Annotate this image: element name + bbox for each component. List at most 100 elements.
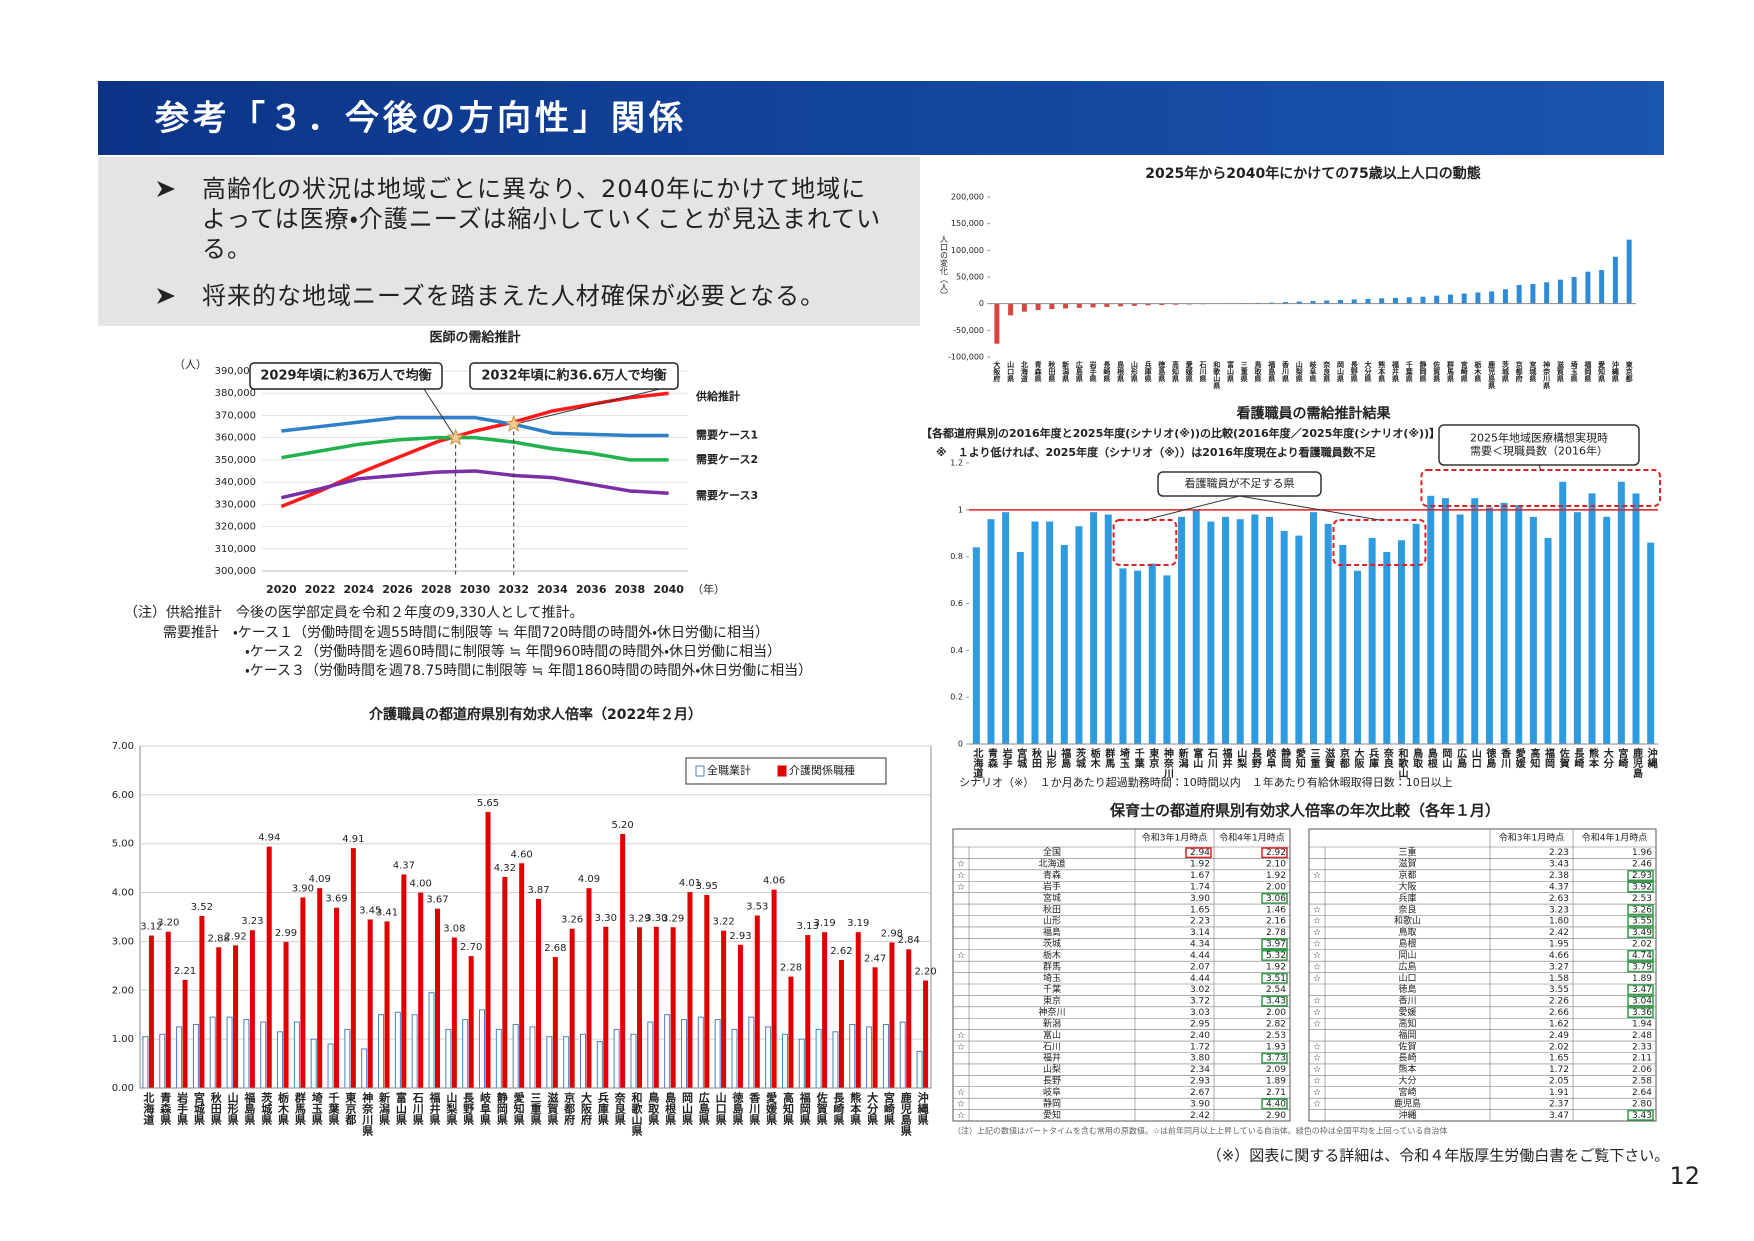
- cell-value: 1.92: [1190, 860, 1210, 870]
- bar: [428, 992, 435, 1089]
- x-tick-label: 奈良: [1381, 747, 1394, 769]
- value-label: 2.99: [275, 928, 297, 939]
- bar: [849, 1023, 856, 1089]
- cell-value: 1.92: [1266, 962, 1286, 972]
- y-tick-label: 50,000: [956, 273, 984, 282]
- x-tick-label: 高知県: [781, 1091, 795, 1126]
- x-tick-label: 香川: [1499, 747, 1512, 769]
- cell-value: 3.72: [1190, 997, 1210, 1007]
- x-tick-label: 山口県: [714, 1092, 727, 1126]
- cell-value: 1.67: [1190, 871, 1210, 881]
- value-label: 3.45: [359, 905, 381, 916]
- x-tick-label: 山口: [1469, 747, 1481, 768]
- x-tick-label: 三重県: [529, 1092, 542, 1126]
- bar: [479, 1009, 486, 1089]
- cell-value: 2.48: [1632, 1031, 1652, 1041]
- legend-swatch: [777, 765, 787, 777]
- x-tick-label: 新潟: [1176, 747, 1189, 769]
- bar: [361, 1048, 368, 1089]
- row-mark: ☆: [957, 1042, 965, 1052]
- bar: [182, 980, 188, 1088]
- cell-value: 2.02: [1632, 940, 1652, 950]
- callout-box: [249, 362, 443, 390]
- row-mark: ☆: [957, 1031, 965, 1041]
- x-tick-label: 秋田県: [209, 1091, 222, 1126]
- series-label: 需要ケース1: [696, 428, 758, 441]
- cell-value: 2.63: [1549, 894, 1569, 904]
- row-mark: ☆: [1313, 940, 1321, 950]
- chart-subtitle: ※ １より低ければ、2025年度（シナリオ（※））は2016年度現在より看護職員…: [936, 445, 1377, 459]
- bar: [596, 1041, 603, 1089]
- x-tick-label: 山梨県: [445, 1092, 459, 1126]
- cell-box: [1261, 1052, 1288, 1064]
- x-tick-label: 宮城県: [1529, 360, 1537, 383]
- row-mark: ☆: [1313, 962, 1321, 972]
- row-mark: ☆: [1313, 1099, 1321, 1109]
- x-tick-label: 鳥取: [1411, 747, 1423, 769]
- row-name: 山口: [1398, 973, 1416, 984]
- bar: [687, 892, 693, 1088]
- bar: [1178, 516, 1186, 744]
- bar: [815, 1028, 822, 1089]
- bar: [159, 1033, 166, 1089]
- x-tick-label: 2036: [576, 583, 607, 596]
- y-axis-label: 人口の変化（人）: [940, 235, 949, 299]
- bar: [765, 1026, 772, 1089]
- row-name: 長野: [1043, 1076, 1061, 1087]
- bar: [620, 833, 626, 1088]
- cell-value: 2.94: [1190, 848, 1210, 858]
- row-name: 鹿児島: [1394, 1097, 1421, 1109]
- summary-box: [98, 157, 920, 326]
- line: [281, 415, 669, 438]
- callout-text: 2025年地域医療構想実現時: [1470, 430, 1608, 444]
- value-label: 4.06: [763, 876, 785, 887]
- x-tick-label: 長崎県: [1102, 360, 1111, 383]
- cell-value: 2.92: [1266, 848, 1286, 858]
- bar: [563, 1036, 570, 1089]
- bar: [216, 947, 222, 1088]
- x-tick-label: 高知: [1528, 747, 1541, 769]
- row-name: 長崎: [1398, 1052, 1416, 1064]
- row-name: 東京: [1043, 995, 1061, 1007]
- bar: [1599, 270, 1605, 304]
- chart-footnote: シナリオ（※） １か月あたり超過勤務時間：10時間以内 １年あたり有給休暇取得日…: [959, 775, 1453, 789]
- cell-value: 2.46: [1632, 860, 1652, 870]
- x-tick-label: 宮城県: [192, 1091, 205, 1126]
- value-label: 3.23: [241, 916, 263, 927]
- bar: [1571, 277, 1577, 304]
- bar: [1324, 300, 1330, 304]
- callout-box: [1157, 471, 1322, 497]
- bar: [266, 846, 272, 1088]
- bar: [1118, 303, 1124, 307]
- legend-swatch: [695, 765, 705, 777]
- bar: [451, 937, 457, 1088]
- value-label: 3.19: [847, 918, 869, 929]
- cell-value: 2.66: [1549, 1008, 1569, 1018]
- cell-value: 3.92: [1632, 882, 1652, 892]
- x-tick-label: 秋田県: [1047, 360, 1056, 383]
- x-tick-label: 岐阜県: [479, 1091, 492, 1126]
- bar: [327, 1043, 334, 1089]
- table-title: 保育士の都道府県別有効求人倍率の年次比較（各年１月）: [1109, 802, 1500, 820]
- bar: [697, 1016, 704, 1089]
- row-name: 奈良: [1398, 903, 1416, 915]
- value-label: 2.70: [460, 942, 482, 953]
- cell-value: 2.00: [1266, 882, 1286, 892]
- bar: [1090, 303, 1096, 308]
- value-label: 4.01: [679, 878, 701, 889]
- x-tick-label: 岩手県: [176, 1091, 190, 1126]
- bar: [310, 1038, 317, 1089]
- bar: [586, 888, 592, 1088]
- bar: [277, 1031, 284, 1089]
- row-mark: ☆: [1313, 1019, 1321, 1029]
- bar: [165, 931, 171, 1088]
- bar: [209, 1016, 216, 1089]
- cell-value: 3.03: [1190, 1008, 1210, 1018]
- cell-value: 2.71: [1266, 1088, 1286, 1098]
- x-tick-label: 鹿児島県: [1488, 360, 1497, 390]
- cell-value: 4.34: [1190, 940, 1210, 950]
- x-tick-label: 沖縄県: [916, 1091, 930, 1126]
- x-tick-label: 愛媛県: [1185, 360, 1194, 383]
- bar: [994, 303, 1000, 344]
- cell-box: [1627, 1109, 1654, 1121]
